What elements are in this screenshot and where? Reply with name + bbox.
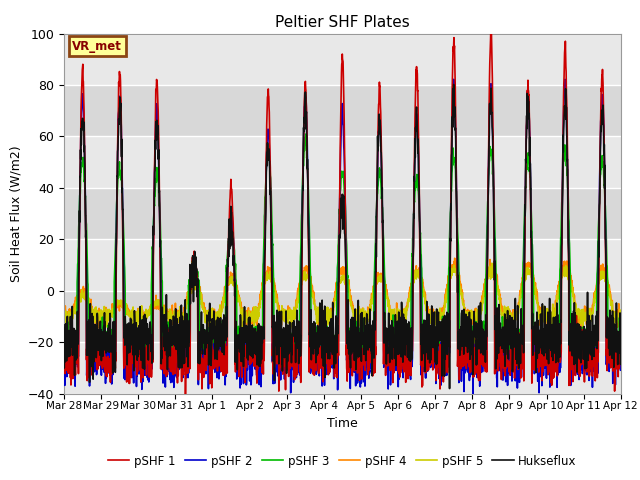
pSHF 5: [488, 260, 496, 266]
pSHF 5: [216, 311, 223, 317]
Hukseflux: [584, 289, 591, 295]
pSHF 3: [505, 348, 513, 354]
pSHF 5: [359, 314, 367, 320]
Hukseflux: [450, 82, 458, 87]
Bar: [64, 34, 621, 85]
pSHF 4: [371, 283, 378, 288]
pSHF 4: [60, 322, 68, 327]
pSHF 1: [617, 359, 625, 365]
Line: pSHF 3: pSHF 3: [64, 134, 621, 370]
pSHF 4: [584, 310, 591, 315]
Line: Hukseflux: Hukseflux: [64, 84, 621, 388]
pSHF 5: [60, 317, 68, 323]
pSHF 4: [216, 318, 223, 324]
pSHF 4: [451, 255, 458, 261]
pSHF 2: [617, 348, 625, 354]
pSHF 5: [505, 305, 513, 311]
Text: VR_met: VR_met: [72, 40, 122, 53]
pSHF 3: [359, 340, 367, 346]
pSHF 5: [568, 284, 576, 289]
Hukseflux: [505, 323, 513, 328]
pSHF 1: [359, 346, 367, 351]
pSHF 2: [450, 76, 458, 82]
pSHF 5: [172, 329, 180, 335]
pSHF 2: [358, 348, 366, 354]
Bar: [64, 240, 621, 291]
pSHF 3: [60, 338, 68, 344]
pSHF 1: [488, 25, 495, 31]
Line: pSHF 4: pSHF 4: [64, 258, 621, 330]
pSHF 3: [617, 323, 625, 328]
pSHF 3: [568, 340, 576, 346]
pSHF 1: [568, 348, 576, 353]
pSHF 3: [371, 254, 379, 260]
pSHF 3: [302, 131, 310, 137]
pSHF 2: [505, 352, 513, 358]
Y-axis label: Soil Heat Flux (W/m2): Soil Heat Flux (W/m2): [10, 145, 22, 282]
pSHF 1: [216, 350, 223, 356]
pSHF 2: [584, 358, 591, 364]
pSHF 4: [504, 311, 512, 316]
Line: pSHF 5: pSHF 5: [64, 263, 621, 332]
pSHF 1: [182, 392, 189, 397]
pSHF 3: [362, 367, 369, 373]
pSHF 4: [568, 283, 576, 289]
Bar: [64, 342, 621, 394]
Hukseflux: [60, 322, 68, 328]
Bar: [64, 136, 621, 188]
Hukseflux: [617, 357, 625, 362]
pSHF 2: [568, 365, 576, 371]
pSHF 3: [584, 348, 591, 353]
X-axis label: Time: Time: [327, 417, 358, 430]
pSHF 5: [617, 317, 625, 323]
pSHF 5: [371, 288, 379, 293]
Line: pSHF 1: pSHF 1: [64, 28, 621, 395]
Hukseflux: [216, 341, 223, 347]
pSHF 1: [505, 360, 513, 365]
Legend: pSHF 1, pSHF 2, pSHF 3, pSHF 4, pSHF 5, Hukseflux: pSHF 1, pSHF 2, pSHF 3, pSHF 4, pSHF 5, …: [103, 450, 582, 472]
pSHF 2: [216, 360, 223, 366]
pSHF 3: [216, 350, 223, 356]
Line: pSHF 2: pSHF 2: [64, 79, 621, 397]
Hukseflux: [568, 320, 576, 325]
Title: Peltier SHF Plates: Peltier SHF Plates: [275, 15, 410, 30]
pSHF 1: [371, 355, 379, 360]
pSHF 2: [469, 395, 477, 400]
pSHF 1: [584, 347, 591, 352]
pSHF 4: [617, 324, 625, 330]
Hukseflux: [358, 340, 366, 346]
pSHF 5: [584, 315, 591, 321]
pSHF 2: [371, 361, 378, 367]
Hukseflux: [371, 309, 378, 314]
pSHF 4: [358, 315, 366, 321]
pSHF 2: [60, 347, 68, 353]
Hukseflux: [445, 385, 453, 391]
pSHF 4: [544, 327, 552, 333]
pSHF 1: [60, 337, 68, 343]
